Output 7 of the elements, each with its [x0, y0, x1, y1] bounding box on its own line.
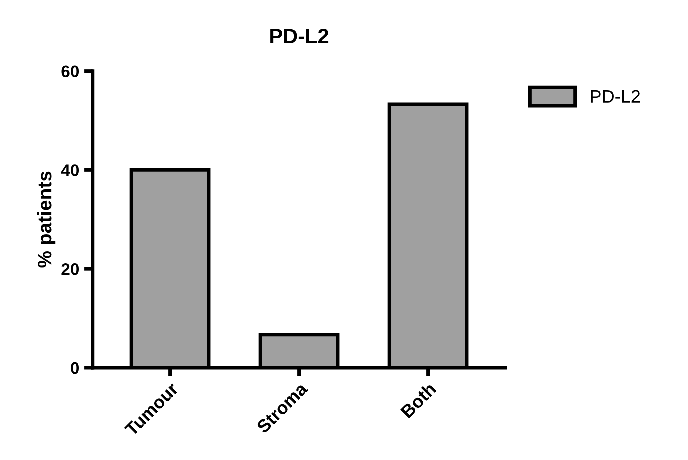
y-tick-label: 40 [61, 164, 80, 176]
y-tick-label: 0 [71, 362, 80, 374]
y-tick-label: 20 [62, 264, 80, 276]
y-tick-label: 60 [62, 66, 80, 78]
chart-title: PD-L2 [270, 28, 329, 44]
y-axis-title: % patients [37, 172, 56, 268]
legend-label: PD-L2 [591, 90, 640, 103]
